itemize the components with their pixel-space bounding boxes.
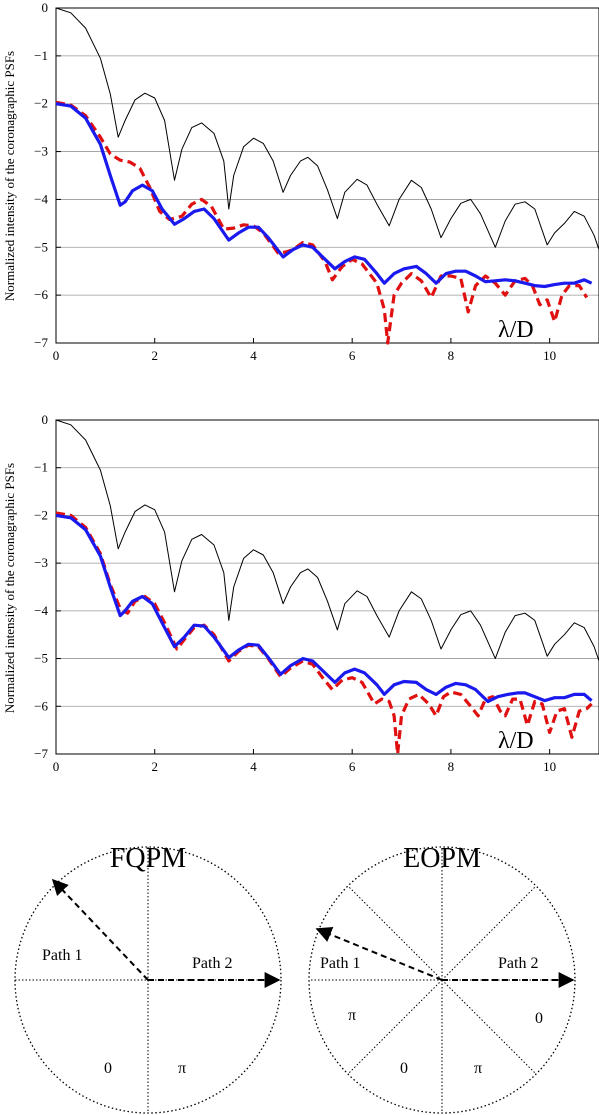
y-tick-label: 0 xyxy=(42,0,49,15)
fqpm-phase-zero-label: 0 xyxy=(104,1060,112,1077)
x-tick-label: 2 xyxy=(151,348,158,363)
lambda-over-d-annotation-bottom: λ/D xyxy=(498,728,534,754)
x-tick-label: 2 xyxy=(151,759,158,774)
series-line-red-dashed xyxy=(55,511,593,756)
eopm-circle xyxy=(308,846,576,1114)
y-tick-label: −5 xyxy=(34,651,48,666)
lambda-over-d-annotation-top: λ/D xyxy=(498,317,534,343)
fqpm-path1-arrow xyxy=(51,878,149,981)
eopm-sector-divider xyxy=(347,885,443,981)
y-tick-label: −1 xyxy=(34,48,48,63)
y-tick-label: −4 xyxy=(34,191,48,206)
x-tick-label: 4 xyxy=(250,348,257,363)
y-tick-label: −6 xyxy=(34,287,48,302)
y-tick-label: −7 xyxy=(34,746,48,761)
x-tick-label: 4 xyxy=(250,759,257,774)
y-tick-label: −2 xyxy=(34,507,48,522)
x-tick-label: 0 xyxy=(53,348,60,363)
y-tick-label: −4 xyxy=(34,603,48,618)
x-tick-label: 6 xyxy=(349,348,356,363)
fqpm-diagram: FQPM Path 1 Path 2 0 π xyxy=(14,843,282,1114)
y-tick-label: −6 xyxy=(34,698,48,713)
eopm-phase-zero-bottom-label: 0 xyxy=(400,1060,408,1077)
fqpm-phase-pi-label: π xyxy=(178,1060,186,1077)
eopm-sector-divider xyxy=(441,885,537,981)
y-axis-label-bottom: Normalized intensity of the coronagraphi… xyxy=(2,463,17,713)
y-tick-label: −1 xyxy=(34,460,48,475)
x-tick-label: 10 xyxy=(543,348,556,363)
eopm-sector-divider xyxy=(441,979,537,1075)
psf-chart-bottom: 0 −1 −2 −3 −4 −5 −6 −7 0 2 4 6 8 10 xyxy=(34,412,599,774)
eopm-phase-pi-left-label: π xyxy=(348,1007,356,1024)
series-line-black xyxy=(55,419,599,662)
x-tick-label: 10 xyxy=(543,759,556,774)
x-tick-label: 0 xyxy=(53,759,60,774)
eopm-path1-label: Path 1 xyxy=(320,955,360,972)
y-tick-label: −2 xyxy=(34,96,48,111)
x-tick-label: 8 xyxy=(448,759,455,774)
y-axis-label-top: Normalized intensity of the coronagraphi… xyxy=(2,51,17,301)
y-tick-label: 0 xyxy=(42,412,49,427)
series-line-blue xyxy=(55,102,593,289)
plot-frame xyxy=(55,7,599,344)
eopm-sector-divider xyxy=(347,979,443,1075)
eopm-phase-zero-right-label: 0 xyxy=(535,1010,543,1027)
series-line-black xyxy=(55,7,599,250)
y-tick-label: −7 xyxy=(34,335,48,350)
plot-frame xyxy=(55,419,599,755)
series-line-red-dashed xyxy=(55,100,589,345)
x-tick-label: 6 xyxy=(349,759,356,774)
fqpm-circle xyxy=(14,846,282,1114)
eopm-path2-label: Path 2 xyxy=(498,955,538,972)
eopm-title: EOPM xyxy=(403,843,481,874)
fqpm-path1-label: Path 1 xyxy=(42,947,82,964)
eopm-phase-pi-bottom-label: π xyxy=(474,1060,482,1077)
x-tick-label: 8 xyxy=(448,348,455,363)
psf-chart-top: 0 −1 −2 −3 −4 −5 −6 −7 0 2 4 6 8 10 xyxy=(34,0,599,363)
y-tick-label: −5 xyxy=(34,239,48,254)
eopm-path1-arrow xyxy=(315,927,443,981)
series-line-blue xyxy=(55,513,593,704)
eopm-diagram: EOPM Path 1 Path 2 π 0 0 π xyxy=(308,843,576,1114)
y-tick-label: −3 xyxy=(34,144,48,159)
y-tick-label: −3 xyxy=(34,555,48,570)
fqpm-path2-label: Path 2 xyxy=(192,955,232,972)
